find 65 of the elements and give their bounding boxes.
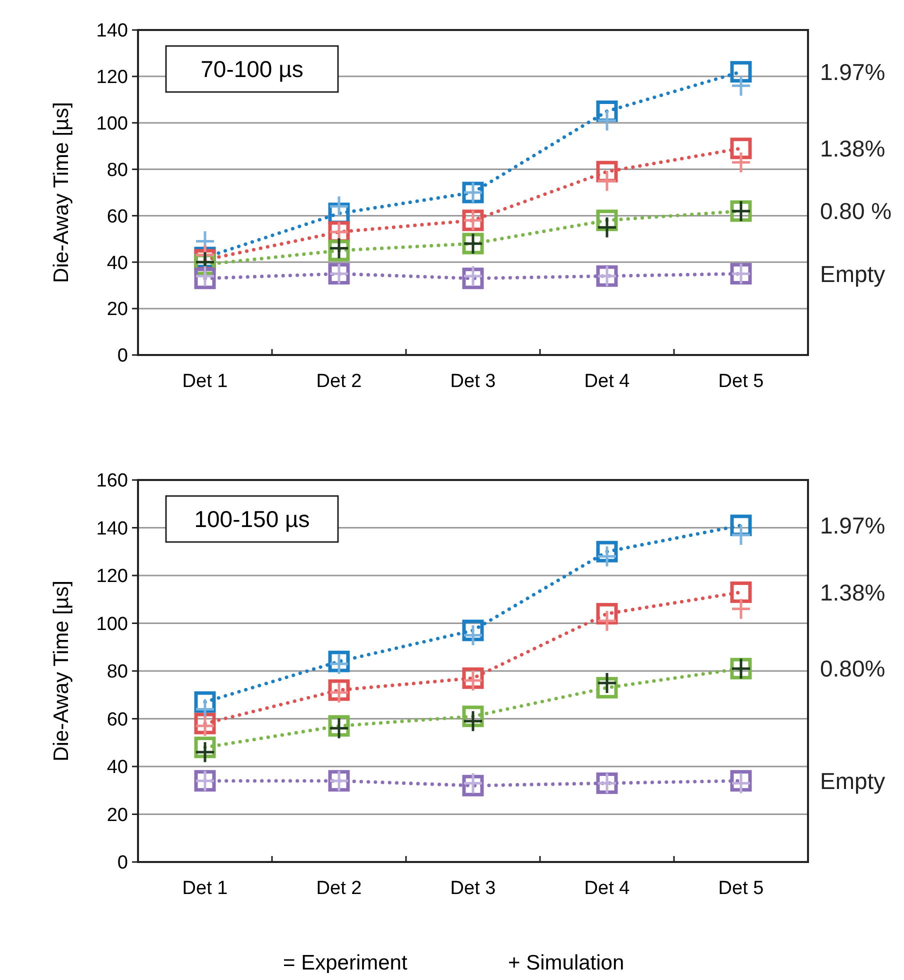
point	[596, 170, 618, 192]
y-tick-label: 20	[106, 299, 128, 320]
text: 1.38%	[820, 579, 886, 606]
x-tick-label: Det 4	[584, 371, 630, 392]
point	[730, 524, 752, 546]
y-tick-label: 140	[96, 20, 128, 42]
text: 1.38%	[820, 135, 886, 162]
x-tick-label: Det 2	[316, 878, 362, 899]
point	[730, 138, 752, 160]
y-tick-label: 60	[106, 709, 128, 730]
point	[730, 74, 752, 97]
point	[462, 706, 484, 728]
y-tick-label: 40	[106, 252, 128, 274]
y-tick-label: 140	[96, 518, 128, 540]
point	[730, 598, 752, 620]
text: 1.97%	[820, 512, 886, 538]
text: 0.80 %	[820, 198, 892, 224]
point	[730, 581, 752, 603]
point	[596, 210, 618, 232]
y-tick-label: 160	[96, 470, 128, 492]
y-tick-label: 120	[96, 67, 128, 88]
y-tick-label: 40	[106, 757, 128, 778]
text: 1.97%	[820, 58, 886, 85]
y-tick-label: 60	[106, 206, 128, 228]
point	[328, 195, 350, 218]
point	[596, 610, 618, 632]
point	[462, 624, 484, 646]
point	[596, 676, 618, 698]
point	[462, 620, 484, 642]
point	[194, 740, 216, 764]
point	[194, 691, 216, 713]
annotation: 70-100 µs	[200, 56, 304, 82]
point	[462, 710, 484, 732]
x-tick-label: Det 3	[450, 878, 496, 899]
y-axis-title: Die-Away Time [µs]	[50, 580, 73, 762]
point	[596, 540, 618, 562]
point	[596, 672, 618, 694]
x-tick-label: Det 5	[718, 878, 764, 899]
y-tick-label: 80	[106, 662, 128, 683]
text: Empty	[820, 768, 886, 794]
y-axis-title: Die-Away Time [µs]	[50, 102, 73, 283]
annotation: 100-150 µs	[194, 506, 310, 532]
x-tick-label: Det 1	[182, 878, 228, 899]
text: + Simulation	[508, 951, 624, 974]
point	[194, 736, 216, 758]
x-tick-label: Det 1	[182, 371, 228, 392]
x-tick-label: Det 4	[584, 878, 630, 899]
point	[596, 216, 618, 239]
x-tick-label: Det 3	[450, 371, 496, 392]
point	[596, 602, 618, 624]
y-tick-label: 100	[96, 114, 128, 135]
y-tick-label: 20	[106, 804, 128, 826]
y-tick-label: 0	[117, 852, 128, 874]
point	[596, 545, 618, 568]
text: 0.80%	[820, 656, 886, 682]
y-tick-label: 80	[106, 160, 128, 181]
point	[596, 109, 618, 132]
point	[730, 151, 752, 174]
y-tick-label: 120	[96, 566, 128, 588]
x-tick-label: Det 5	[718, 371, 764, 392]
y-tick-label: 0	[117, 346, 128, 367]
y-tick-label: 100	[96, 614, 128, 635]
x-tick-label: Det 2	[316, 371, 362, 392]
text: Empty	[820, 260, 886, 287]
point	[730, 61, 752, 83]
